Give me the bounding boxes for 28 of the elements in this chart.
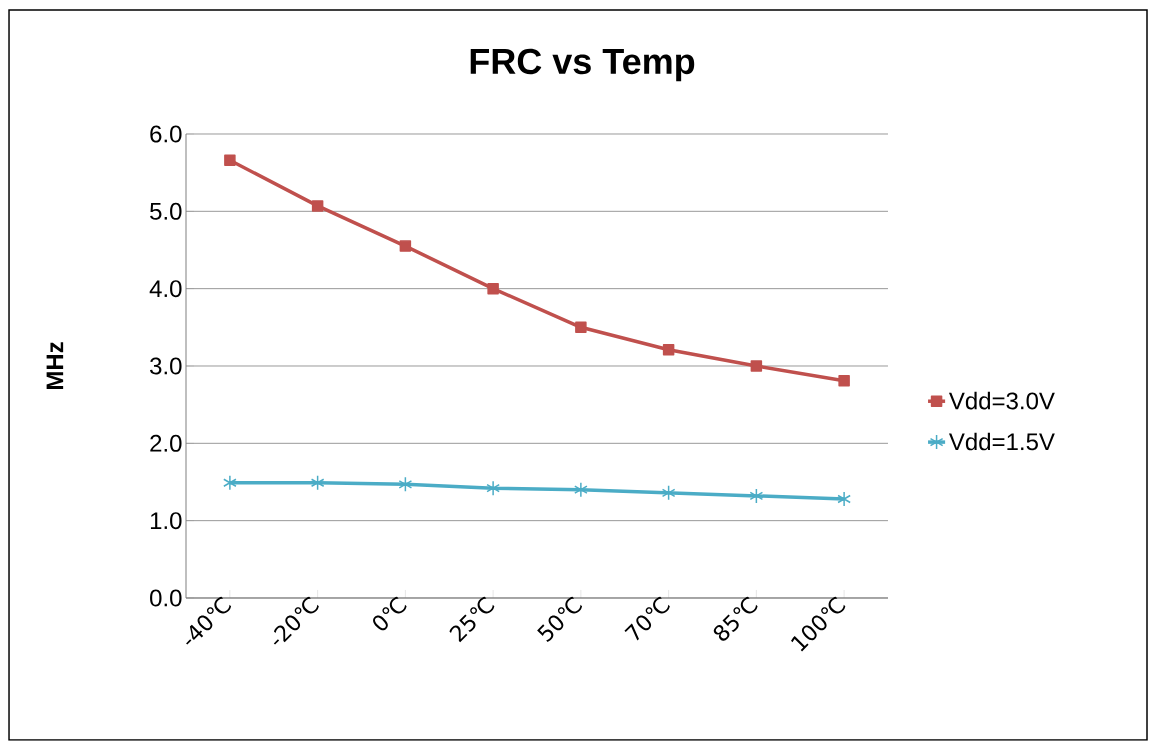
point <box>398 476 413 493</box>
point <box>838 375 850 387</box>
chart-title: FRC vs Temp <box>470 48 695 82</box>
point <box>837 491 851 507</box>
point <box>661 485 676 501</box>
x-tick-label: 0℃ <box>373 596 407 631</box>
y-tick-label: 4.0 <box>149 280 182 298</box>
point <box>574 482 588 498</box>
point <box>223 475 237 491</box>
legend-label: Vdd=1.5V <box>948 432 1055 451</box>
y-tick-label: 3.0 <box>150 357 182 375</box>
y-tick-label: 2.0 <box>150 434 182 452</box>
y-tick-label: 6.0 <box>150 125 182 143</box>
point <box>662 344 675 356</box>
point <box>575 321 587 334</box>
point <box>399 240 412 252</box>
point <box>749 488 764 504</box>
point <box>310 475 325 491</box>
point <box>487 283 499 295</box>
point <box>486 480 500 497</box>
point <box>224 154 236 167</box>
legend-label: Vdd=3.0V <box>948 391 1055 410</box>
y-tick-label: 1.0 <box>150 512 182 530</box>
y-tick-label: 0.0 <box>150 589 182 607</box>
point <box>311 200 324 212</box>
y-tick-label: 5.0 <box>150 202 182 220</box>
y-axis-title: MHz <box>46 342 64 390</box>
point <box>750 360 763 372</box>
